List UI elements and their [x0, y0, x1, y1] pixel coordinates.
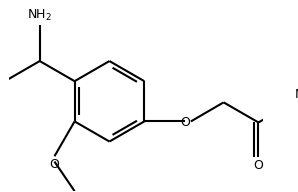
Text: O: O	[49, 158, 59, 171]
Text: O: O	[180, 116, 190, 129]
Text: NH: NH	[294, 88, 298, 101]
Text: NH$_2$: NH$_2$	[27, 8, 52, 23]
Text: O: O	[254, 159, 263, 172]
